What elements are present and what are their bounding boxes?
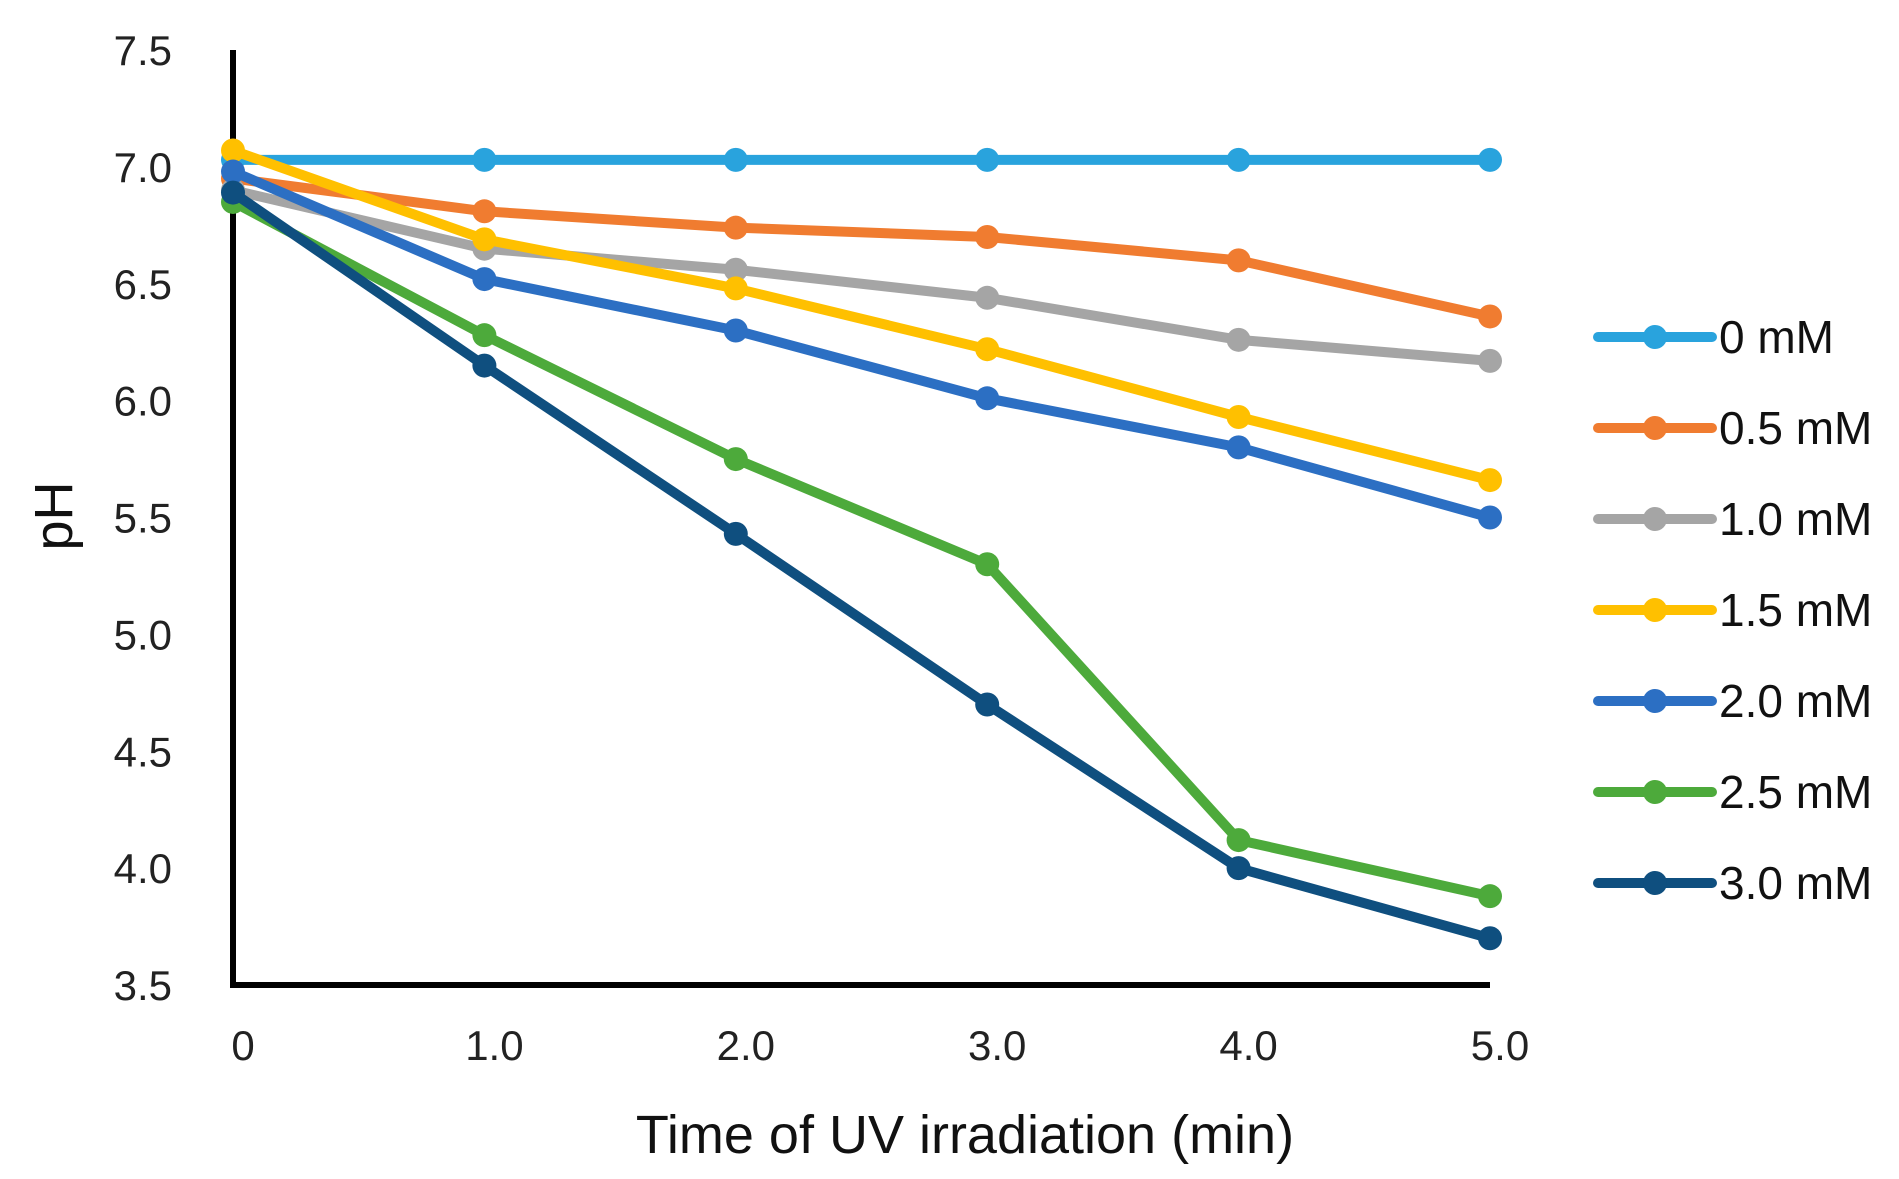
x-tick-label: 5.0 <box>1471 1022 1529 1069</box>
data-point <box>723 447 748 472</box>
x-tick-label: 2.0 <box>717 1022 775 1069</box>
legend-swatch-marker <box>1643 871 1667 895</box>
data-point <box>1478 468 1502 493</box>
data-point <box>723 215 748 240</box>
data-point <box>1478 147 1502 172</box>
data-point <box>1226 404 1251 429</box>
data-point <box>472 323 497 348</box>
legend-label: 0.5 mM <box>1719 402 1872 454</box>
data-point <box>1226 147 1251 172</box>
series-line <box>228 166 1495 523</box>
series-line <box>228 185 1495 366</box>
legend-label: 1.0 mM <box>1719 493 1872 545</box>
data-point <box>221 159 245 184</box>
x-tick-labels: 0 1.0 2.0 3.0 4.0 5.0 <box>231 1022 1529 1069</box>
data-point <box>1226 248 1251 273</box>
data-point <box>723 257 748 282</box>
legend-swatch-marker <box>1643 507 1667 531</box>
legend-swatch-marker <box>1643 598 1667 622</box>
y-tick-label: 3.5 <box>114 962 172 1009</box>
data-point <box>221 180 245 205</box>
axes <box>230 50 1490 988</box>
y-axis-title: pH <box>24 481 84 550</box>
legend-item: 1.5 mM <box>1593 584 1872 636</box>
series-0-mM <box>221 147 1502 172</box>
x-tick-label: 4.0 <box>1219 1022 1277 1069</box>
data-point <box>975 147 1000 172</box>
legend-swatch-marker <box>1643 416 1667 440</box>
series-lines <box>221 138 1502 951</box>
data-point <box>472 147 497 172</box>
data-point <box>1478 348 1502 373</box>
series-1_5-mM <box>221 138 1502 493</box>
y-tick-label: 5.0 <box>114 611 172 658</box>
data-point <box>472 199 497 224</box>
series-2_0-mM <box>221 159 1502 530</box>
legend-item: 2.0 mM <box>1593 675 1872 727</box>
legend-swatch-marker <box>1643 325 1667 349</box>
legend-swatch-marker <box>1643 780 1667 804</box>
series-0_5-mM <box>221 166 1502 329</box>
legend-item: 0.5 mM <box>1593 402 1872 454</box>
legend-label: 1.5 mM <box>1719 584 1872 636</box>
legend-item: 0 mM <box>1593 311 1834 363</box>
y-tick-label: 6.5 <box>114 261 172 308</box>
data-point <box>723 276 748 301</box>
data-point <box>723 318 748 343</box>
data-point <box>1226 828 1251 853</box>
x-tick-label: 0 <box>231 1022 254 1069</box>
data-point <box>1226 435 1251 460</box>
legend-item: 2.5 mM <box>1593 766 1872 818</box>
y-tick-label: 5.5 <box>114 495 172 542</box>
legend-label: 3.0 mM <box>1719 857 1872 909</box>
legend-label: 2.0 mM <box>1719 675 1872 727</box>
y-tick-labels: 3.5 4.0 4.5 5.0 5.5 6.0 6.5 7.0 7.5 <box>114 27 172 1009</box>
x-tick-label: 3.0 <box>968 1022 1026 1069</box>
data-point <box>975 386 1000 411</box>
series-2_5-mM <box>221 189 1502 909</box>
data-point <box>723 521 748 546</box>
data-point <box>975 225 1000 249</box>
series-line <box>228 145 1495 486</box>
x-tick-label: 1.0 <box>465 1022 523 1069</box>
series-3_0-mM <box>221 180 1502 951</box>
x-axis-title: Time of UV irradiation (min) <box>636 1105 1294 1165</box>
y-tick-label: 7.5 <box>114 27 172 74</box>
y-tick-label: 4.5 <box>114 728 172 775</box>
y-tick-label: 4.0 <box>114 845 172 892</box>
series-line <box>228 187 1495 944</box>
data-point <box>1478 304 1502 329</box>
data-point <box>221 138 245 163</box>
data-point <box>723 147 748 172</box>
data-point <box>975 552 1000 577</box>
data-point <box>975 285 1000 310</box>
data-point <box>975 692 1000 717</box>
legend-item: 3.0 mM <box>1593 857 1872 909</box>
legend-swatch-marker <box>1643 689 1667 713</box>
data-point <box>1226 327 1251 352</box>
data-point <box>1478 505 1502 530</box>
y-tick-label: 6.0 <box>114 378 172 425</box>
series-line <box>228 173 1495 322</box>
legend-label: 0 mM <box>1719 311 1834 363</box>
legend: 0 mM 0.5 mM 1.0 mM 1.5 mM 2.0 mM 2.5 mM 3.0 mM <box>1593 311 1872 909</box>
data-point <box>472 227 497 252</box>
data-point <box>472 267 497 292</box>
data-point <box>1478 884 1502 909</box>
data-point <box>1226 856 1251 881</box>
data-point <box>1478 926 1502 951</box>
data-point <box>975 337 1000 362</box>
y-tick-label: 7.0 <box>114 144 172 191</box>
data-point <box>472 353 497 378</box>
series-line <box>228 196 1495 902</box>
legend-item: 1.0 mM <box>1593 493 1872 545</box>
legend-label: 2.5 mM <box>1719 766 1872 818</box>
